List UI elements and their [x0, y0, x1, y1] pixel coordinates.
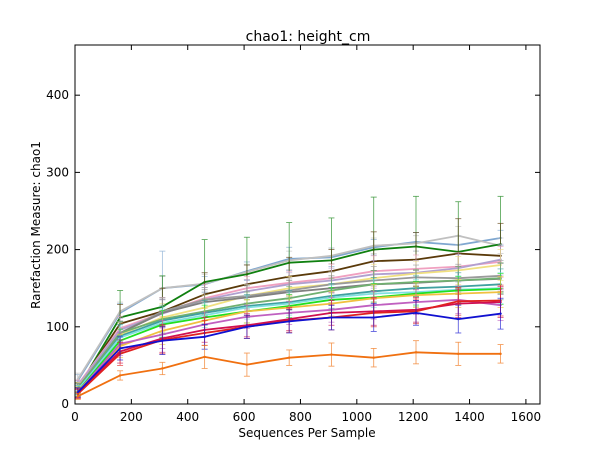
- x-tick-label: 400: [176, 410, 199, 424]
- data-point: [330, 316, 333, 319]
- plot-area: [74, 195, 504, 400]
- x-axis-label: Sequences Per Sample: [238, 426, 375, 440]
- y-tick-label: 300: [46, 165, 69, 179]
- x-tick-label: 800: [289, 410, 312, 424]
- data-point: [457, 317, 460, 321]
- data-point: [161, 339, 164, 342]
- data-point: [414, 311, 418, 315]
- data-point: [287, 356, 291, 359]
- chart-title: chao1: height_cm: [246, 29, 371, 45]
- data-point: [203, 355, 206, 359]
- data-point: [499, 312, 502, 315]
- x-tick-label: 200: [120, 410, 143, 424]
- y-tick-label: 400: [46, 88, 69, 102]
- x-axis: 0 200 400 600 800 1000 1200 1400 1600: [71, 45, 541, 424]
- series-18: [74, 340, 504, 400]
- data-point: [118, 347, 122, 350]
- data-point: [118, 374, 122, 377]
- data-point: [457, 300, 460, 303]
- data-point: [372, 316, 375, 319]
- x-tick-label: 1000: [342, 410, 373, 424]
- y-tick-label: 200: [46, 243, 69, 257]
- x-tick-label: 600: [233, 410, 256, 424]
- data-point: [372, 356, 375, 359]
- data-point: [287, 320, 291, 323]
- y-tick-label: 0: [61, 397, 69, 411]
- data-point: [161, 367, 164, 370]
- data-point: [457, 352, 460, 356]
- data-point: [76, 395, 80, 398]
- data-point: [330, 353, 333, 356]
- y-axis-label: Rarefaction Measure: chao1: [29, 141, 43, 309]
- data-point: [203, 335, 206, 339]
- data-point: [245, 363, 249, 366]
- plot-frame: [74, 44, 541, 405]
- data-point: [245, 325, 249, 328]
- x-tick-label: 1200: [398, 410, 429, 424]
- data-point: [499, 352, 502, 356]
- x-tick-label: 1600: [511, 410, 542, 424]
- series-17: [74, 297, 504, 398]
- y-tick-label: 100: [46, 320, 69, 334]
- y-axis: 0 100 200 300 400: [46, 88, 540, 411]
- data-point: [414, 351, 418, 354]
- x-tick-label: 0: [71, 410, 79, 424]
- x-tick-label: 1400: [454, 410, 485, 424]
